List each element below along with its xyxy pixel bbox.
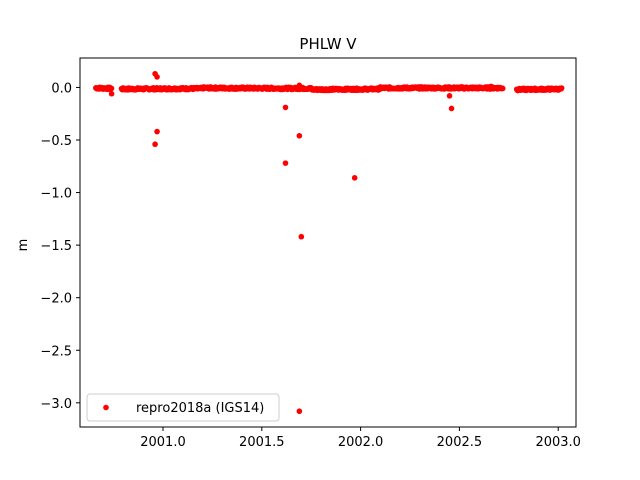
x-axis-ticks: 2001.0 2001.5 2002.0 2002.5 2003.0 <box>140 427 581 450</box>
legend-label: repro2018a (IGS14) <box>136 401 264 416</box>
outlier-point <box>296 82 303 89</box>
y-axis-ticks: 0.0 −0.5 −1.0 −1.5 −2.0 −2.5 −3.0 <box>40 81 80 412</box>
legend-marker <box>103 404 109 411</box>
data-point <box>499 85 506 92</box>
data-point <box>108 85 115 92</box>
y-tick-label: −1.5 <box>40 239 72 254</box>
outlier-point <box>296 408 303 415</box>
x-tick-label: 2003.0 <box>535 435 581 450</box>
data-points <box>93 70 565 415</box>
outlier-point <box>154 74 160 80</box>
outlier-point <box>154 128 160 135</box>
legend-box <box>86 393 280 422</box>
y-tick-label: −3.0 <box>40 397 72 412</box>
x-tick-label: 2001.0 <box>140 435 186 450</box>
x-tick-label: 2002.0 <box>338 435 384 450</box>
chart-title: PHLW V <box>299 35 357 53</box>
y-tick-label: −1.0 <box>40 187 72 202</box>
outlier-point <box>296 132 303 139</box>
y-tick-label: −2.0 <box>40 292 72 307</box>
plot-frame <box>79 57 577 428</box>
outlier-point <box>448 105 455 112</box>
outlier-point <box>282 160 289 166</box>
y-tick-label: 0.0 <box>51 81 72 96</box>
y-tick-label: −2.5 <box>40 344 72 359</box>
y-tick-label: −0.5 <box>40 134 72 149</box>
x-tick-label: 2002.5 <box>437 435 483 450</box>
outlier-point <box>152 141 158 148</box>
data-point <box>558 85 565 91</box>
x-tick-label: 2001.5 <box>239 435 285 450</box>
outlier-point <box>282 104 289 111</box>
outlier-point <box>488 83 494 90</box>
outlier-point <box>298 233 305 240</box>
outlier-point <box>351 175 358 181</box>
legend: repro2018a (IGS14) <box>86 393 280 422</box>
outlier-point <box>108 90 115 97</box>
y-axis-label: m <box>16 239 31 252</box>
outlier-point <box>446 93 453 99</box>
